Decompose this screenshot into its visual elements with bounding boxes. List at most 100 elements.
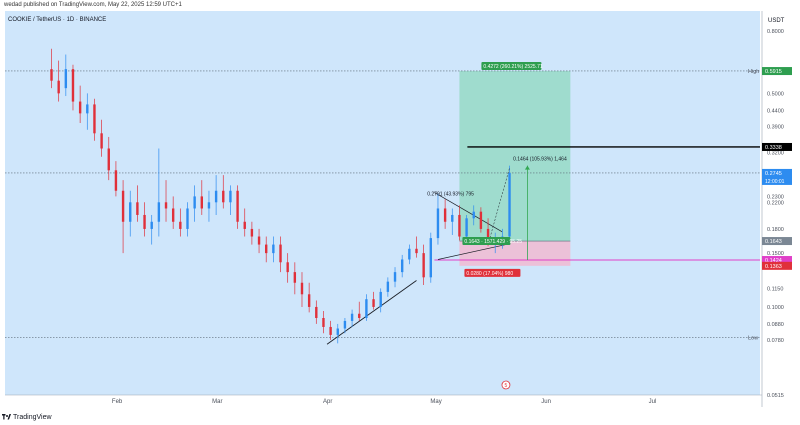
candle-body <box>372 299 375 307</box>
candle-body <box>107 148 110 171</box>
candle-body <box>451 214 454 222</box>
y-tick-label: 0.3200 <box>767 151 784 157</box>
candle-body <box>286 262 289 273</box>
candle-body <box>214 190 218 203</box>
candle-body <box>121 190 125 222</box>
candle-body <box>272 244 275 254</box>
candle-body <box>114 170 118 191</box>
candle-body <box>350 313 354 321</box>
x-tick-label: Jul <box>649 399 657 405</box>
level-label: High <box>748 69 759 75</box>
candle-body <box>64 69 68 89</box>
price-tag: 0.3338 <box>765 145 782 151</box>
candle-body <box>86 104 89 114</box>
candle-body <box>300 282 304 295</box>
entry-label: 0.1643 · 1571.429 · 95.25 <box>464 239 522 245</box>
candle-body <box>279 244 282 263</box>
projection-line <box>487 167 510 245</box>
candle-body <box>222 190 225 203</box>
y-tick-label: 0.0780 <box>767 338 784 344</box>
candle-body <box>429 238 433 278</box>
y-tick-label: 0.1150 <box>767 286 783 292</box>
x-tick-label: May <box>430 399 441 405</box>
tradingview-logo[interactable]: TradingView <box>2 411 52 423</box>
entry-label-box <box>462 237 511 246</box>
candle-body <box>179 221 182 229</box>
candle-body <box>193 196 196 209</box>
candle-body <box>150 221 153 229</box>
triangle-upper-line <box>434 192 503 233</box>
currency-label: USDT <box>768 18 785 24</box>
candle-body <box>508 172 511 237</box>
candle-body <box>386 281 390 292</box>
x-tick-label: Mar <box>212 399 222 405</box>
candle-body <box>358 313 361 319</box>
tradingview-icon <box>2 413 11 419</box>
candle-body <box>293 272 297 283</box>
candle-body <box>229 190 232 203</box>
candle-body <box>443 208 447 222</box>
candle-body <box>329 326 332 335</box>
target-label-box <box>481 61 542 70</box>
y-tick-label: 0.8000 <box>767 29 784 35</box>
price-tag: 0.1424 <box>765 258 782 264</box>
candle-body <box>257 236 261 245</box>
y-tick-label: 0.2200 <box>767 200 784 206</box>
y-tick-label: 0.1800 <box>767 227 784 233</box>
candle-body <box>465 218 468 237</box>
candle-body <box>265 244 268 254</box>
candle-body <box>472 211 475 219</box>
tradingview-brand: TradingView <box>13 413 52 421</box>
price-tag: 0.5915 <box>765 69 782 75</box>
y-tick-label: 0.1500 <box>767 251 784 257</box>
candle-body <box>486 228 490 243</box>
candle-body <box>479 211 483 229</box>
candle-body <box>307 294 311 307</box>
candle-body <box>200 196 204 209</box>
stop-label: 0.0280 (17.04%) 980 <box>466 271 513 277</box>
x-tick-label: Feb <box>112 399 123 405</box>
loss-zone <box>459 241 571 266</box>
triangle-lower-line <box>437 244 507 260</box>
candle-body <box>186 208 189 229</box>
event-marker-label: 5 <box>504 383 507 389</box>
publisher-line: wedad published on TradingView.com, May … <box>4 2 182 8</box>
y-tick-label: 0.4400 <box>767 108 784 114</box>
candle-body <box>343 320 347 329</box>
price-tag: 0.1643 <box>765 239 782 245</box>
candle-body <box>422 253 425 278</box>
price-tag-countdown: 12:00:01 <box>765 179 785 185</box>
profit-zone <box>459 70 571 242</box>
candle-body <box>78 101 82 114</box>
candle-body <box>436 208 440 239</box>
candle-body <box>336 328 339 335</box>
candle-body <box>250 228 254 237</box>
candle-body <box>236 190 239 222</box>
y-tick-label: 0.3900 <box>767 124 784 130</box>
price-tag-box <box>762 168 792 185</box>
candle-body <box>164 202 168 209</box>
candle-body <box>365 299 368 319</box>
candle-body <box>50 69 53 81</box>
price-tag: 0.2745 <box>765 171 782 177</box>
candle-body <box>171 208 175 222</box>
candle-body <box>157 202 161 222</box>
y-tick-label: 0.0880 <box>767 322 784 328</box>
candle-body <box>243 221 246 229</box>
price-tag-box <box>762 142 792 151</box>
y-tick-label: 0.5000 <box>767 91 784 97</box>
stop-label-box <box>464 268 521 277</box>
lows-trendline <box>326 280 417 345</box>
candle-body <box>408 248 411 260</box>
candle-body <box>136 202 139 215</box>
measure-annotation: 0.1464 (105.93%) 1,464 <box>513 156 567 162</box>
y-tick-label: 0.0515 <box>767 393 784 399</box>
candle-body <box>379 291 382 307</box>
candle-body <box>400 259 404 273</box>
publisher-header: wedad published on TradingView.com, May … <box>0 0 800 10</box>
target-label: 0.4272 (260.21%) 2525.71 <box>483 64 542 70</box>
measure-arrowhead <box>524 165 530 170</box>
candle-body <box>458 214 461 237</box>
measure-annotation: 0.2791 (43.93%) 795 <box>427 191 474 197</box>
